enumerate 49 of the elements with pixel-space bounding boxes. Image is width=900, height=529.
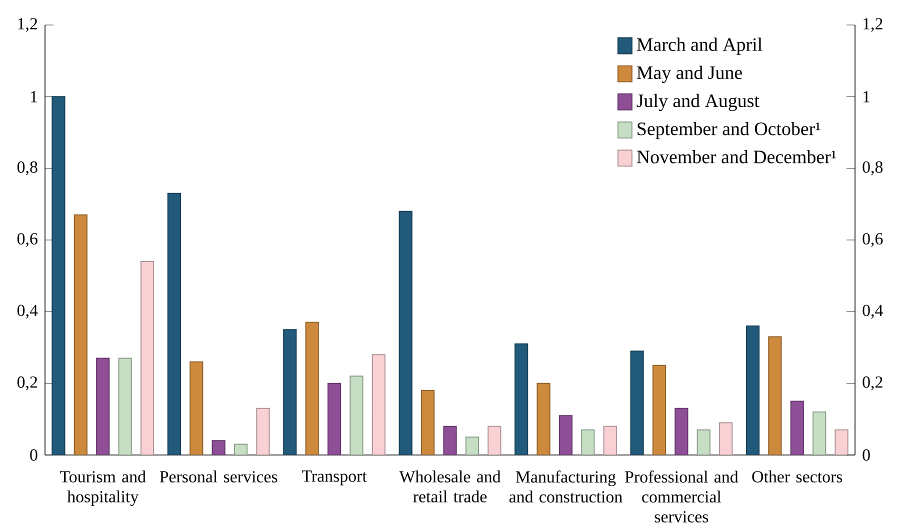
x-tick-label: Other sectors [752, 470, 842, 482]
bar [52, 96, 66, 455]
legend-label: March and April [636, 38, 762, 55]
bar [190, 361, 204, 455]
y2-tick-label: 0,8 [17, 161, 38, 176]
y-tick-label: 1,2 [864, 18, 882, 32]
bar [305, 322, 319, 455]
y-tick-label: 1 [864, 91, 870, 102]
bar [443, 426, 457, 455]
bar [768, 336, 782, 455]
bar [746, 326, 760, 455]
bar [398, 210, 412, 455]
y-tick-label: 0,4 [862, 304, 883, 319]
x-tick-label: Professional and commercial services [625, 470, 738, 522]
bar [421, 390, 435, 455]
y-tick-label: 0,8 [862, 161, 883, 176]
x-tick-label: Transport [302, 470, 367, 486]
legend-label: July and August [636, 94, 760, 112]
bar [74, 214, 88, 455]
y2-tick-label: 0,4 [17, 304, 38, 319]
x-tick-label: Tourism and hospitality [60, 470, 146, 506]
y-tick-label: 0 [862, 449, 870, 461]
y2-tick-label: 1 [31, 91, 37, 102]
x-tick-label: Personal services [160, 470, 278, 482]
bar [118, 358, 132, 455]
y2-tick-label: 0,2 [17, 376, 38, 390]
y-tick-label: 0,6 [862, 233, 883, 247]
bar [350, 376, 364, 455]
bar [327, 382, 342, 455]
legend-label: September and October¹ [638, 122, 820, 140]
bar [140, 261, 154, 455]
bar [652, 364, 666, 455]
bar [514, 343, 528, 455]
bar [167, 192, 181, 455]
y2-tick-label: 0,6 [17, 233, 38, 247]
x-tick-label: Wholesale and retail trade [399, 470, 501, 502]
bar [372, 354, 386, 455]
x-tick-label: Manufacturing and construction [509, 470, 622, 503]
bar [283, 329, 297, 455]
legend-label: November and December¹ [636, 150, 836, 164]
bar [790, 400, 804, 455]
y2-tick-label: 1,2 [18, 18, 38, 32]
bar [536, 382, 550, 455]
legend-label: May and June [636, 66, 742, 83]
bar [630, 350, 644, 455]
bar [96, 358, 110, 455]
y-tick-label: 0,2 [862, 376, 882, 390]
y2-tick-label: 0 [30, 449, 38, 461]
bar [256, 408, 270, 455]
